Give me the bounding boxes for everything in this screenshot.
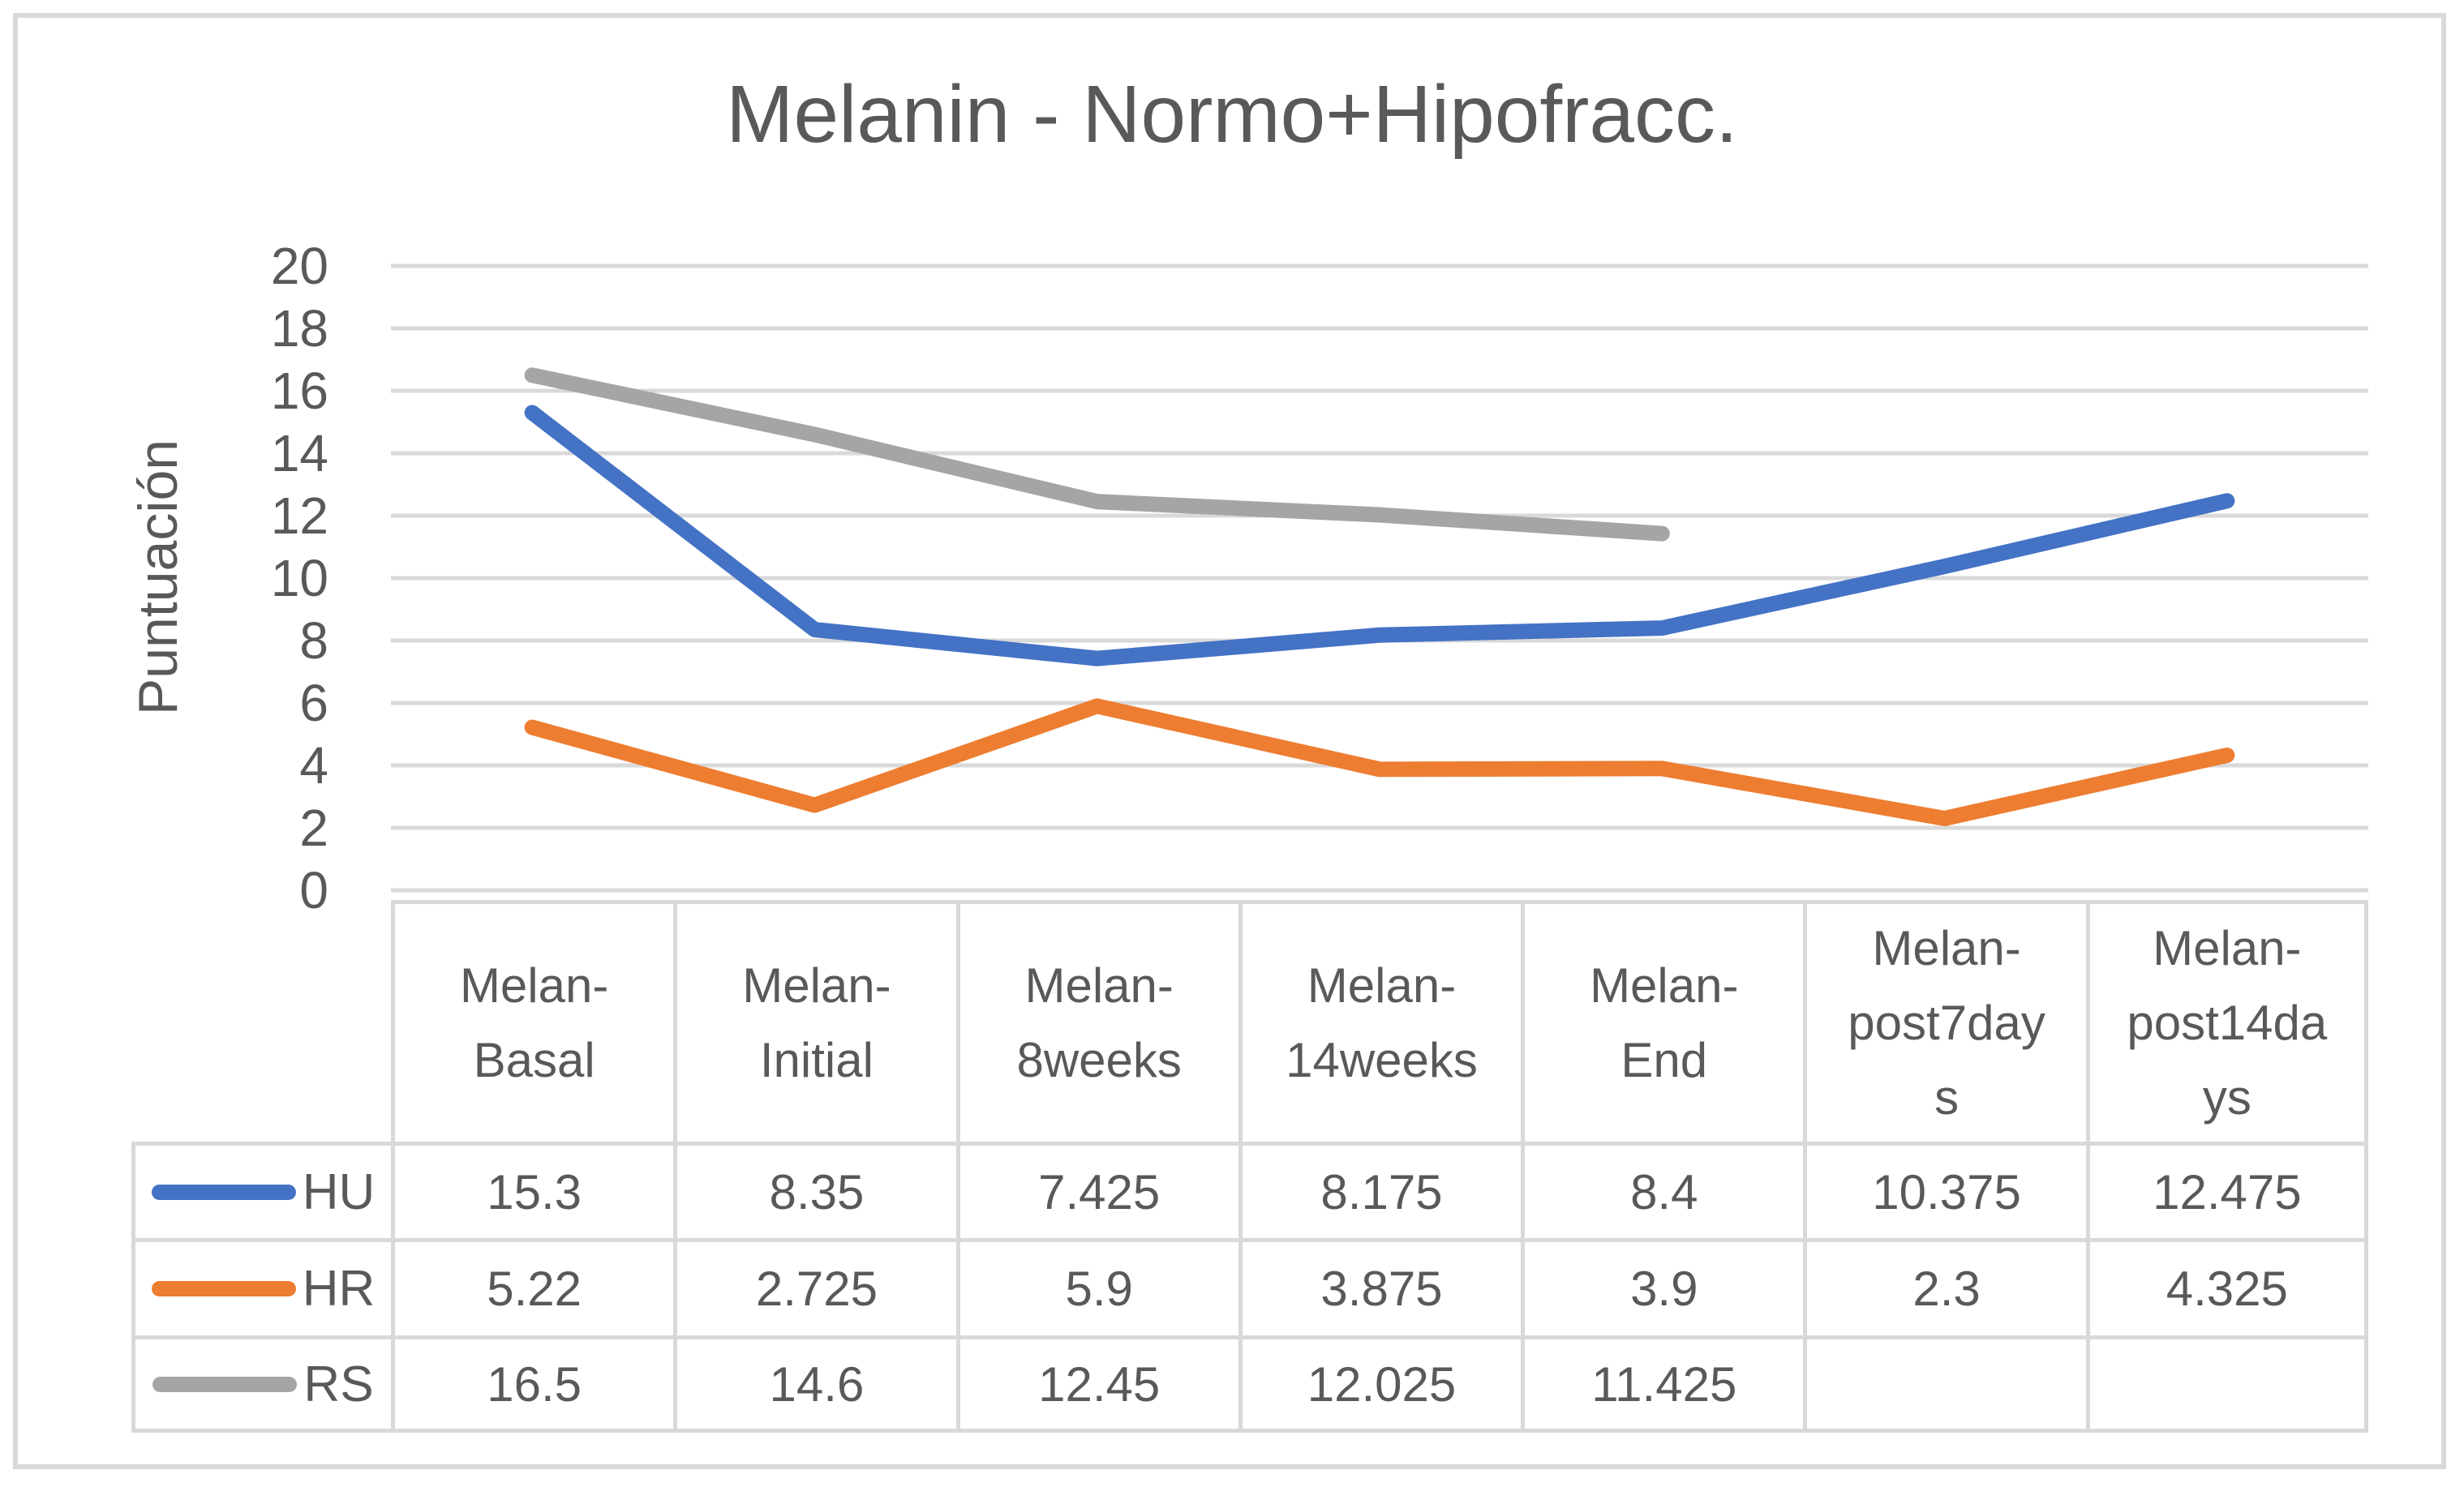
table-value-cell: 10.375 xyxy=(1803,1142,2086,1238)
table-value-cell: 3.9 xyxy=(1521,1238,1804,1335)
y-tick-label: 14 xyxy=(270,424,328,482)
table-header-label: Melan-14weeks xyxy=(1286,958,1478,1087)
chart-title: Melanin - Normo+Hipofracc. xyxy=(726,69,1738,160)
table-corner-cell xyxy=(131,900,391,1142)
table-header-label: Melan-End xyxy=(1590,958,1739,1087)
table-header-cell: Melan-post14days xyxy=(2085,900,2368,1142)
legend-cell-RS: RS xyxy=(131,1335,391,1433)
table-value-cell: 3.875 xyxy=(1238,1238,1522,1335)
table-value-cell: 11.425 xyxy=(1521,1335,1804,1433)
series-line-RS xyxy=(524,367,1670,542)
table-header-cell: Melan-14weeks xyxy=(1238,900,1522,1142)
y-tick-label: 16 xyxy=(270,362,328,420)
legend-label: RS xyxy=(303,1356,374,1412)
legend-cell-HU: HU xyxy=(131,1142,391,1238)
legend-key-HR-line-icon xyxy=(151,1281,296,1296)
table-header-label: Melan-8weeks xyxy=(1016,958,1182,1087)
table-value-cell: 8.35 xyxy=(673,1142,956,1238)
legend-key-HU-line-icon xyxy=(151,1184,296,1200)
table-header-cell: Melan-End xyxy=(1521,900,1804,1142)
legend-label: HR xyxy=(302,1261,376,1317)
y-tick-label: 12 xyxy=(270,486,328,545)
table-header-label: Melan-Basal xyxy=(459,958,609,1087)
table-header-cell: Melan-8weeks xyxy=(955,900,1238,1142)
table-header-cell: Melan-Basal xyxy=(391,900,674,1142)
series-line-HR xyxy=(524,698,2235,826)
table-value-cell: 16.5 xyxy=(391,1335,674,1433)
y-tick-label: 6 xyxy=(299,674,328,732)
table-header-label: Melan-post14days xyxy=(2127,920,2328,1125)
table-header-label: Melan-Initial xyxy=(742,958,891,1087)
legend-key-RS-line-icon xyxy=(152,1376,298,1392)
table-value-cell: 7.425 xyxy=(955,1142,1238,1238)
y-tick-label: 0 xyxy=(299,861,328,919)
y-tick-label: 18 xyxy=(270,299,328,358)
legend-label: HU xyxy=(302,1163,376,1220)
table-value-cell: 14.6 xyxy=(673,1335,956,1433)
table-header-cell: Melan-Initial xyxy=(673,900,956,1142)
series-line-HU xyxy=(524,405,2235,666)
table-value-cell: 12.025 xyxy=(1238,1335,1522,1433)
table-value-cell xyxy=(1803,1335,2086,1433)
table-value-cell: 8.175 xyxy=(1238,1142,1522,1238)
y-tick-label: 4 xyxy=(299,736,328,795)
table-value-cell: 5.22 xyxy=(391,1238,674,1335)
table-value-cell: 5.9 xyxy=(955,1238,1238,1335)
table-value-cell: 2.725 xyxy=(673,1238,956,1335)
legend-cell-HR: HR xyxy=(131,1238,391,1335)
table-value-cell: 8.4 xyxy=(1521,1142,1804,1238)
y-tick-label: 20 xyxy=(270,237,328,295)
y-tick-label: 10 xyxy=(270,549,328,607)
table-value-cell: 2.3 xyxy=(1803,1238,2086,1335)
table-value-cell xyxy=(2085,1335,2368,1433)
data-table: Melan-Basal Melan-Initial Melan-8weeks Mela… xyxy=(131,900,2368,1433)
table-header-cell: Melan-post7days xyxy=(1803,900,2086,1142)
table-value-cell: 15.3 xyxy=(391,1142,674,1238)
table-value-cell: 12.45 xyxy=(955,1335,1238,1433)
table-header-label: Melan-post7days xyxy=(1848,920,2045,1125)
table-value-cell: 12.475 xyxy=(2085,1142,2368,1238)
plot-area xyxy=(391,264,2368,893)
y-tick-label: 8 xyxy=(299,611,328,670)
y-tick-label: 2 xyxy=(299,799,328,857)
table-value-cell: 4.325 xyxy=(2085,1238,2368,1335)
